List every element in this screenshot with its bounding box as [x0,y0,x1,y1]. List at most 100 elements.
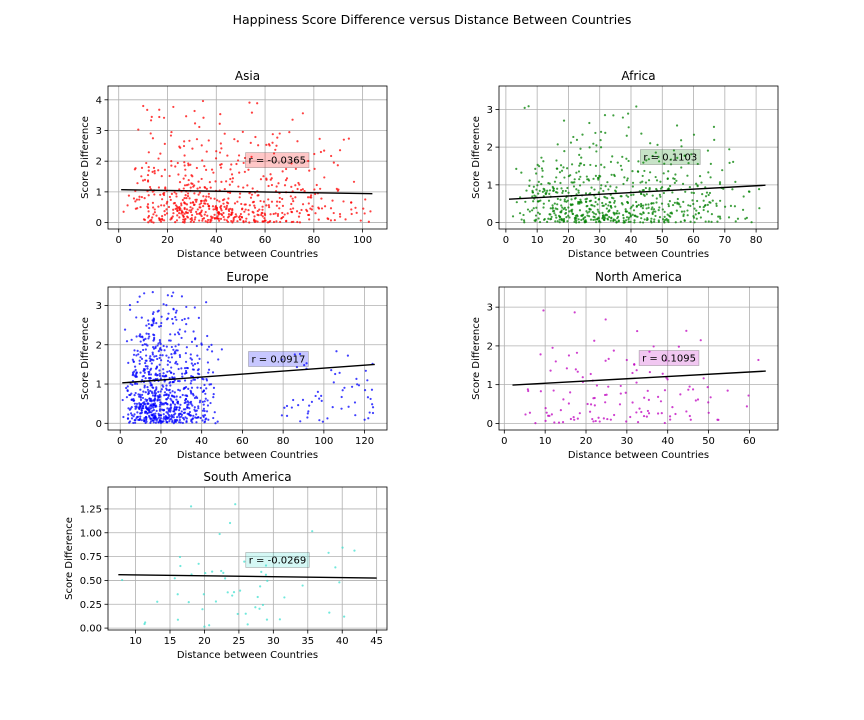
scatter-point [636,215,639,218]
scatter-point [133,402,136,405]
scatter-point [256,595,259,599]
scatter-point [258,607,261,610]
scatter-point [318,397,321,400]
scatter-point [175,318,178,321]
scatter-point [606,217,609,220]
scatter-point [734,180,737,183]
scatter-point [189,206,192,209]
scatter-point [198,357,201,360]
grid-lines [499,287,778,430]
scatter-point [178,406,181,409]
scatter-point [621,116,624,119]
svg-text:r = -0.0365: r = -0.0365 [249,156,306,167]
scatter-point [562,398,565,401]
scatter-point [184,360,188,363]
scatter-point [642,204,645,207]
scatter-point [637,170,640,173]
grid-lines [108,287,387,430]
scatter-point [235,215,238,218]
scatter-point [256,220,259,223]
scatter-point [578,209,582,212]
scatter-point [676,197,679,201]
scatter-point [159,152,162,155]
scatter-point [569,141,573,144]
scatter-point [308,218,311,221]
scatter-point [543,189,546,192]
scatter-point [544,407,547,410]
scatter-point [201,419,204,422]
scatter-point [706,149,710,152]
scatter-point [336,189,339,192]
scatter-point [716,220,719,223]
axes-frame [498,286,779,431]
scatter-point [528,210,531,213]
scatter-point [156,600,159,603]
scatter-point [183,207,186,211]
scatter-point [253,204,256,207]
scatter-point [559,181,562,185]
scatter-point [577,189,580,192]
scatter-point [190,392,193,395]
scatter-point [594,200,597,204]
scatter-point [560,204,563,207]
scatter-point [145,359,148,362]
scatter-point [167,408,170,412]
scatter-point [196,361,199,365]
scatter-point [236,159,240,162]
scatter-point [556,203,559,206]
scatter-point [593,216,596,219]
scatter-point [553,202,556,205]
scatter-point [265,204,268,207]
scatter-point [227,197,230,200]
y-tick-label: 1 [487,180,493,191]
scatter-point [598,212,601,215]
scatter-point [141,405,144,408]
scatter-point [611,155,614,158]
scatter-point [211,205,215,208]
scatter-point [609,219,612,222]
scatter-point [183,184,187,187]
scatter-point [228,215,231,218]
scatter-point [313,167,316,170]
scatter-point [277,182,280,185]
scatter-point [139,371,142,374]
scatter-point [278,196,281,200]
scatter-point [157,205,160,208]
scatter-point [675,124,679,127]
scatter-point [147,194,150,197]
scatter-point [546,220,549,223]
scatter-point [618,403,622,406]
scatter-point [153,398,156,401]
scatter-point [364,369,367,372]
scatter-point [565,367,568,370]
scatter-point [151,353,154,356]
scatter-point [699,339,702,342]
scatter-point [249,141,252,144]
scatter-point [163,380,166,383]
scatter-point [183,386,186,390]
subplot-title: Africa [621,69,655,83]
scatter-point [332,211,335,215]
scatter-point [278,200,281,204]
scatter-point [320,399,323,402]
scatter-point [563,198,566,201]
scatter-point [150,384,153,387]
scatter-point [136,349,139,352]
scatter-point [547,217,550,220]
scatter-point [202,205,205,208]
scatter-point [160,321,163,325]
scatter-point [184,408,187,411]
y-tick-label: 0.75 [80,552,102,563]
scatter-point [146,173,150,177]
scatter-point [587,179,591,182]
scatter-point [650,221,653,224]
scatter-point [194,198,197,201]
axes-frame [107,286,388,431]
scatter-point [132,360,135,363]
scatter-point [620,168,623,171]
scatter-point [637,203,640,207]
scatter-point [553,212,556,215]
scatter-point [640,410,643,414]
scatter-point [260,212,263,215]
